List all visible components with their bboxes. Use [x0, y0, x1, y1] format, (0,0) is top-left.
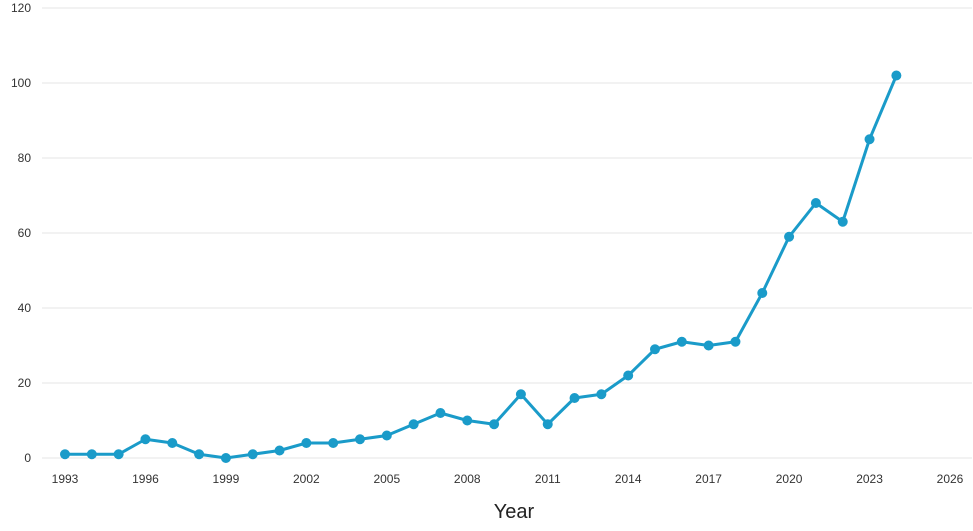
data-point: [194, 449, 205, 460]
series-line: [63, 74, 898, 460]
data-point: [355, 434, 365, 445]
data-point: [757, 288, 768, 298]
data-point: [515, 389, 526, 400]
data-point: [328, 438, 339, 448]
y-tick-label: 80: [18, 151, 32, 165]
data-point: [676, 336, 687, 347]
y-tick-label: 60: [18, 226, 32, 240]
grid-lines: [42, 7, 972, 459]
x-tick-label: 1993: [52, 472, 79, 486]
data-point: [569, 393, 580, 403]
x-tick-label: 2014: [615, 472, 642, 486]
x-tick-label: 2026: [937, 472, 964, 486]
data-point: [489, 419, 500, 430]
data-point: [408, 419, 419, 430]
y-tick-label: 0: [24, 451, 31, 465]
y-tick-label: 100: [11, 76, 31, 90]
data-point: [60, 449, 70, 460]
data-point: [891, 70, 902, 81]
data-point: [650, 344, 660, 355]
y-axis: 0 20 40 60 80 100 120: [11, 1, 31, 465]
y-tick-label: 40: [18, 301, 32, 315]
data-point: [623, 370, 634, 381]
data-point: [435, 408, 446, 418]
data-point: [596, 389, 607, 400]
data-point: [837, 216, 848, 227]
data-point: [784, 231, 795, 242]
data-point: [864, 134, 875, 145]
x-axis: 1993 1996 1999 2002 2005 2008 2011 2014 2017 2020…: [52, 472, 964, 486]
data-point: [274, 445, 285, 456]
x-tick-label: 2005: [373, 472, 400, 486]
y-tick-label: 120: [11, 1, 31, 15]
x-tick-label: 2020: [776, 472, 803, 486]
data-point: [86, 449, 97, 460]
series-layer: [60, 70, 902, 463]
x-tick-label: 2017: [695, 472, 722, 486]
data-point: [730, 336, 741, 347]
data-point: [113, 449, 124, 460]
x-tick-label: 2011: [535, 472, 561, 486]
x-tick-label: 2002: [293, 472, 320, 486]
data-point: [220, 453, 231, 463]
data-point: [247, 449, 258, 460]
data-point: [140, 434, 151, 445]
data-point: [703, 340, 714, 351]
x-tick-label: 2023: [856, 472, 883, 486]
x-axis-label: Year: [494, 501, 535, 523]
x-tick-label: 2008: [454, 472, 481, 486]
x-tick-label: 1999: [213, 472, 240, 486]
y-tick-label: 20: [18, 376, 32, 390]
data-point: [167, 438, 178, 448]
data-point: [301, 438, 312, 448]
data-point: [462, 415, 473, 426]
data-point: [542, 419, 553, 430]
data-point: [810, 198, 821, 208]
data-point: [381, 430, 392, 441]
x-tick-label: 1996: [132, 472, 159, 486]
